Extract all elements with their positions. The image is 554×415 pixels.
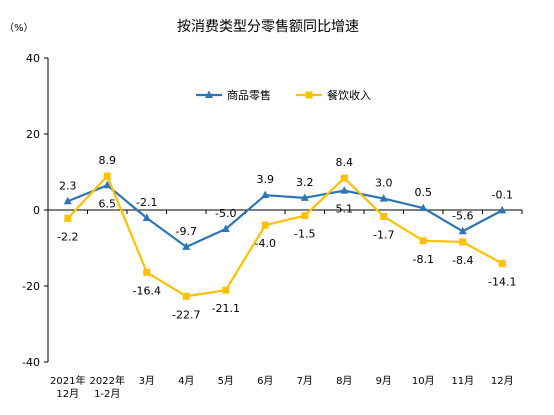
x-tick-label: 11月 (451, 375, 474, 387)
data-label: -5.6 (452, 209, 473, 222)
series-2-point (222, 286, 230, 294)
data-label: 3.2 (296, 176, 314, 189)
series-1-point (103, 180, 112, 189)
series-1-point (340, 186, 349, 194)
series-2-point (64, 214, 72, 222)
series-2-point (380, 212, 388, 220)
y-tick-label: 40 (26, 52, 40, 65)
series-1-point (300, 193, 309, 201)
x-tick-label: 5月 (218, 375, 234, 387)
data-label: 3.0 (375, 177, 393, 190)
series-1-point (142, 213, 151, 221)
chart-title: 按消费类型分零售额同比增速 (177, 19, 359, 35)
data-label: 3.9 (257, 173, 275, 186)
x-tick-label: 2022年 (90, 374, 125, 387)
series-1-point (261, 190, 270, 199)
x-tick-label: 4月 (178, 375, 194, 387)
data-label: -1.7 (373, 228, 394, 241)
data-labels: 2.3 -2.2 8.9 6.5 -2.1 -16.4 -9.7 -22.7 -5.0 -21.1… (57, 154, 516, 321)
series-2-point (182, 292, 190, 300)
data-label: 8.9 (99, 154, 117, 167)
x-tick-label: 3月 (139, 375, 155, 387)
series-2-point (103, 172, 111, 180)
data-label: -22.7 (172, 308, 200, 321)
data-label: -9.7 (176, 225, 197, 238)
series-1-point (63, 196, 72, 205)
series-2-point (459, 238, 467, 246)
data-label: -0.1 (492, 188, 513, 201)
y-tick-label: -20 (22, 280, 40, 293)
data-label: -5.0 (215, 207, 236, 220)
data-label: 5.1 (336, 203, 354, 216)
y-tick-label: 20 (26, 128, 40, 141)
legend: 商品零售 餐饮收入 (196, 88, 371, 102)
series-layer (63, 172, 507, 300)
series-line-2 (66, 175, 503, 298)
legend-marker (305, 91, 313, 99)
legend-marker (205, 90, 213, 98)
series-1-point (419, 203, 428, 212)
series-2-point (261, 221, 269, 229)
x-tick-label: 10月 (412, 375, 435, 387)
x-tick-label: 12月 (491, 375, 514, 387)
data-label: 8.4 (336, 156, 354, 169)
y-tick-label: 0 (33, 204, 40, 217)
data-label: -14.1 (488, 276, 516, 289)
series-2-point (498, 260, 506, 268)
y-axis-unit-label: （%） (4, 22, 34, 34)
series-2-point (143, 268, 151, 276)
data-label: -8.1 (413, 253, 434, 266)
series-2-point (340, 174, 348, 182)
data-label: -4.0 (255, 237, 276, 250)
data-label: -8.4 (452, 254, 473, 267)
data-label: -1.5 (294, 228, 315, 241)
x-tick-label: 9月 (376, 375, 392, 387)
legend-label: 餐饮收入 (327, 88, 371, 102)
x-tick-label: 1-2月 (94, 388, 120, 400)
legend-label: 商品零售 (227, 88, 271, 102)
x-tick-label: 2021年 (50, 374, 85, 387)
series-1-point (221, 224, 230, 232)
series-1-point (379, 194, 388, 202)
data-label: 6.5 (99, 197, 117, 210)
x-tick-label: 7月 (297, 375, 313, 387)
data-label: 2.3 (59, 179, 77, 192)
x-tick-label: 8月 (336, 375, 352, 387)
data-label: -2.2 (57, 230, 78, 243)
data-label: -21.1 (212, 302, 240, 315)
series-1-point (458, 226, 467, 235)
data-label: -16.4 (133, 284, 161, 297)
series-2-point (301, 212, 309, 220)
data-label: -2.1 (136, 196, 157, 209)
series-line-1 (67, 184, 503, 248)
y-tick-label: -40 (22, 356, 40, 369)
x-tick-label: 12月 (56, 388, 79, 400)
series-2-point (419, 237, 427, 245)
x-tick-label: 6月 (257, 375, 273, 387)
series-1-point (498, 205, 507, 214)
data-label: 0.5 (415, 186, 433, 199)
series-1-point (182, 242, 191, 250)
